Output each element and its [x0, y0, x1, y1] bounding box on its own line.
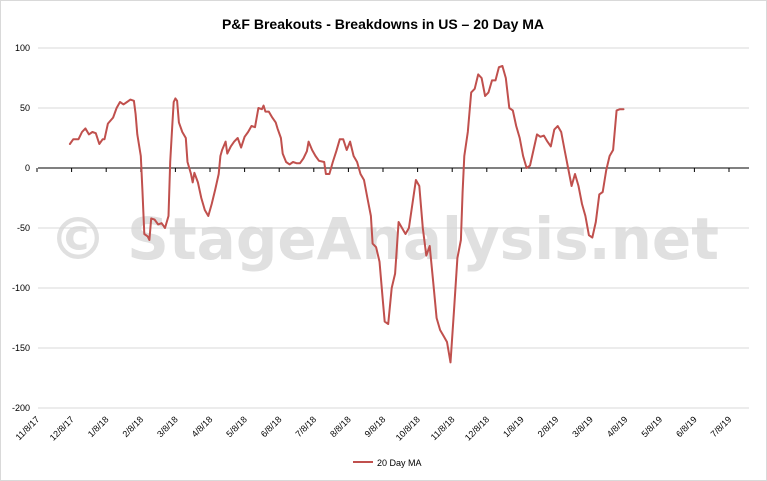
x-tick-label: 1/8/19 [501, 414, 526, 439]
y-tick-label: -100 [12, 283, 30, 293]
x-tick-label: 3/8/18 [155, 414, 180, 439]
x-tick-label: 2/8/18 [120, 414, 145, 439]
x-tick-label: 1/8/18 [86, 414, 111, 439]
series-lines [68, 65, 625, 364]
x-tick-label: 8/8/18 [328, 414, 353, 439]
x-tick-label: 10/8/18 [394, 414, 422, 442]
x-tick-label: 7/8/19 [709, 414, 734, 439]
x-tick-label: 7/8/18 [293, 414, 318, 439]
x-tick-label: 9/8/18 [363, 414, 388, 439]
chart-title: P&F Breakouts - Breakdowns in US – 20 Da… [222, 16, 544, 32]
x-tick-label: 6/8/19 [674, 414, 699, 439]
watermark-text: © StageAnalysis.net [49, 205, 719, 273]
x-tick-label: 11/8/17 [14, 414, 42, 442]
x-tick-label: 3/8/19 [570, 414, 595, 439]
x-tick-label: 12/8/18 [463, 414, 491, 442]
x-tick-label: 12/8/17 [48, 414, 76, 442]
x-tick-label: 11/8/18 [429, 414, 457, 442]
x-tick-label: 4/8/19 [605, 414, 630, 439]
x-tick-label: 6/8/18 [259, 414, 284, 439]
y-tick-label: 100 [15, 43, 30, 53]
x-tick-label: 5/8/18 [224, 414, 249, 439]
legend-label: 20 Day MA [377, 458, 422, 468]
gridlines [38, 47, 749, 409]
series-line-0 [68, 65, 625, 364]
y-tick-label: 0 [25, 163, 30, 173]
y-tick-label: 50 [20, 103, 30, 113]
y-tick-label: -200 [12, 403, 30, 413]
x-tick-label: 2/8/19 [536, 414, 561, 439]
y-tick-label: -50 [17, 223, 30, 233]
x-tick-label: 4/8/18 [190, 414, 215, 439]
y-tick-label: -150 [12, 343, 30, 353]
legend: 20 Day MA [353, 458, 422, 468]
x-tick-label: 5/8/19 [639, 414, 664, 439]
